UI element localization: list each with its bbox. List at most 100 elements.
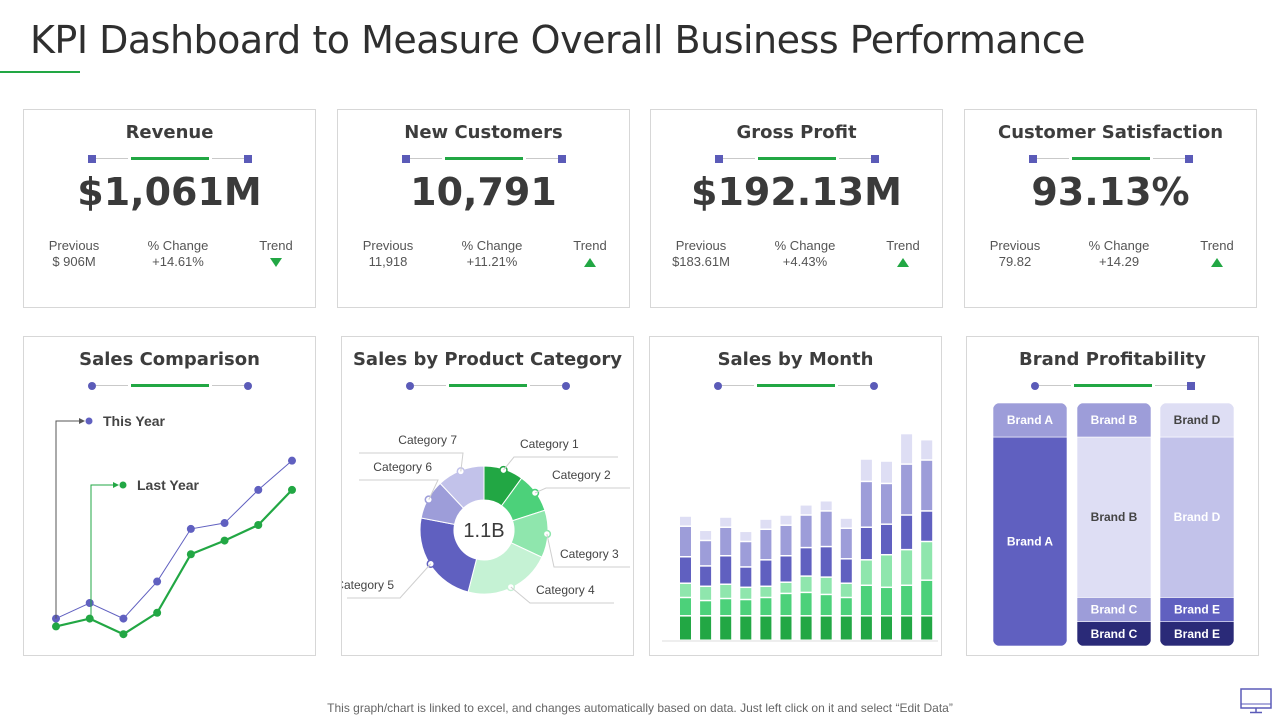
kpi-card-gross-profit[interactable]: Gross Profit $192.13M Previous $183.61M %… xyxy=(650,109,943,308)
bar-segment xyxy=(881,588,892,616)
brand-profitability-chart[interactable]: Brand A Brand A Brand C Brand C Brand B Brand… xyxy=(967,337,1260,657)
bar-segment xyxy=(820,511,832,546)
bar-segment xyxy=(780,616,792,640)
brand-column xyxy=(1160,403,1234,646)
category-label: Category 1 xyxy=(520,437,579,451)
bar-segment xyxy=(800,576,812,592)
brand-segment xyxy=(993,436,1067,646)
bar-segment xyxy=(780,594,792,616)
title-divider xyxy=(87,154,252,164)
title-divider xyxy=(1028,154,1193,164)
category-label: Category 3 xyxy=(560,547,619,561)
chart-title: Sales by Month xyxy=(717,349,874,370)
label-leader xyxy=(359,452,464,472)
title-divider xyxy=(405,381,570,391)
bar-segment xyxy=(700,601,712,616)
bar-segment xyxy=(780,515,792,525)
change-stat: % Change +14.29 xyxy=(1088,238,1150,269)
data-point xyxy=(85,614,94,623)
brand-label: Brand E xyxy=(1174,627,1220,641)
brand-column xyxy=(993,403,1067,646)
category-label: Category 4 xyxy=(536,583,595,597)
chart-card-sales-by-month[interactable]: Sales by Month xyxy=(649,336,942,656)
brand-label: Brand A xyxy=(1007,535,1054,549)
category-label: Category 6 xyxy=(373,460,432,474)
bar-segment xyxy=(800,548,812,576)
brand-label: Brand C xyxy=(1091,603,1138,617)
chart-card-sales-comparison[interactable]: Sales Comparison This Year Last Year xyxy=(23,336,316,656)
trend-stat: Trend xyxy=(858,238,948,271)
legend-connector xyxy=(90,484,113,619)
brand-label: Brand A xyxy=(1007,413,1054,427)
bar-segment xyxy=(860,560,872,585)
bar-segment xyxy=(700,616,712,640)
label-leader xyxy=(510,586,614,604)
kpi-value: $192.13M xyxy=(691,170,902,214)
bar-segment xyxy=(760,560,772,586)
bar-segment xyxy=(881,555,892,587)
monitor-icon xyxy=(1240,688,1272,714)
bar-segment xyxy=(680,526,691,557)
kpi-value: 93.13% xyxy=(1031,170,1190,214)
kpi-title: Gross Profit xyxy=(736,122,857,143)
bar-segment xyxy=(820,547,832,577)
chart-title: Brand Profitability xyxy=(1019,349,1206,370)
bar-segment xyxy=(760,530,772,560)
legend-arrow xyxy=(113,482,119,488)
legend-marker xyxy=(119,481,127,489)
kpi-card-customer-satisfaction[interactable]: Customer Satisfaction 93.13% Previous 79.… xyxy=(964,109,1257,308)
series-line-1 xyxy=(55,489,293,636)
legend-arrow xyxy=(79,418,85,424)
bar-segment xyxy=(901,515,913,549)
data-point xyxy=(186,524,195,533)
bar-segment xyxy=(740,600,752,616)
bar-segment xyxy=(800,505,812,515)
brand-label: Brand C xyxy=(1091,627,1138,641)
trend-up-icon xyxy=(584,258,596,267)
kpi-title: Customer Satisfaction xyxy=(997,122,1224,143)
title-divider xyxy=(87,381,252,391)
data-point xyxy=(153,577,162,586)
bar-segment xyxy=(901,464,913,515)
data-point xyxy=(254,485,263,494)
chart-card-brand-profitability[interactable]: Brand Profitability Brand A Brand A Brand … xyxy=(966,336,1259,656)
sales-by-month-chart[interactable] xyxy=(650,337,943,657)
bar-segment xyxy=(901,434,913,464)
kpi-card-new-customers[interactable]: New Customers 10,791 Previous 11,918 % Ch… xyxy=(337,109,630,308)
bar-segment xyxy=(820,577,832,594)
data-point xyxy=(288,456,296,465)
label-leader xyxy=(359,479,439,500)
bar-segment xyxy=(700,541,712,566)
bar-segment xyxy=(840,559,852,583)
bar-segment xyxy=(901,550,913,585)
brand-segment xyxy=(993,403,1067,438)
sales-comparison-chart[interactable]: This Year Last Year xyxy=(24,337,317,657)
data-point xyxy=(85,599,94,607)
bar-segment xyxy=(720,517,732,527)
donut-slice xyxy=(439,465,485,509)
bar-segment xyxy=(921,511,933,541)
brand-segment xyxy=(1077,597,1151,622)
bar-segment xyxy=(840,598,852,616)
footer-note: This graph/chart is linked to excel, and… xyxy=(327,701,953,715)
bar-segment xyxy=(860,586,872,616)
bar-segment xyxy=(921,580,933,616)
bar-segment xyxy=(881,461,892,483)
data-point xyxy=(220,536,229,545)
product-category-chart[interactable]: Category 1 Category 2 Category 3 Category 4… xyxy=(342,337,635,657)
donut-hole xyxy=(455,501,513,559)
bar-segment xyxy=(820,595,832,616)
chart-title: Sales by Product Category xyxy=(352,349,623,370)
bar-segment xyxy=(720,585,732,598)
bar-segment xyxy=(760,519,772,529)
bar-segment xyxy=(881,484,892,524)
bar-segment xyxy=(860,482,872,527)
bar-segment xyxy=(800,515,812,547)
bar-segment xyxy=(740,532,752,541)
brand-segment xyxy=(1160,403,1234,438)
page-title: KPI Dashboard to Measure Overall Busines… xyxy=(30,18,1086,62)
kpi-card-revenue[interactable]: Revenue $1,061M Previous $ 906M % Change +… xyxy=(23,109,316,308)
brand-segment xyxy=(1160,597,1234,622)
chart-card-product-category[interactable]: Sales by Product Category Category 1 Cate… xyxy=(341,336,634,656)
title-divider xyxy=(713,381,878,391)
